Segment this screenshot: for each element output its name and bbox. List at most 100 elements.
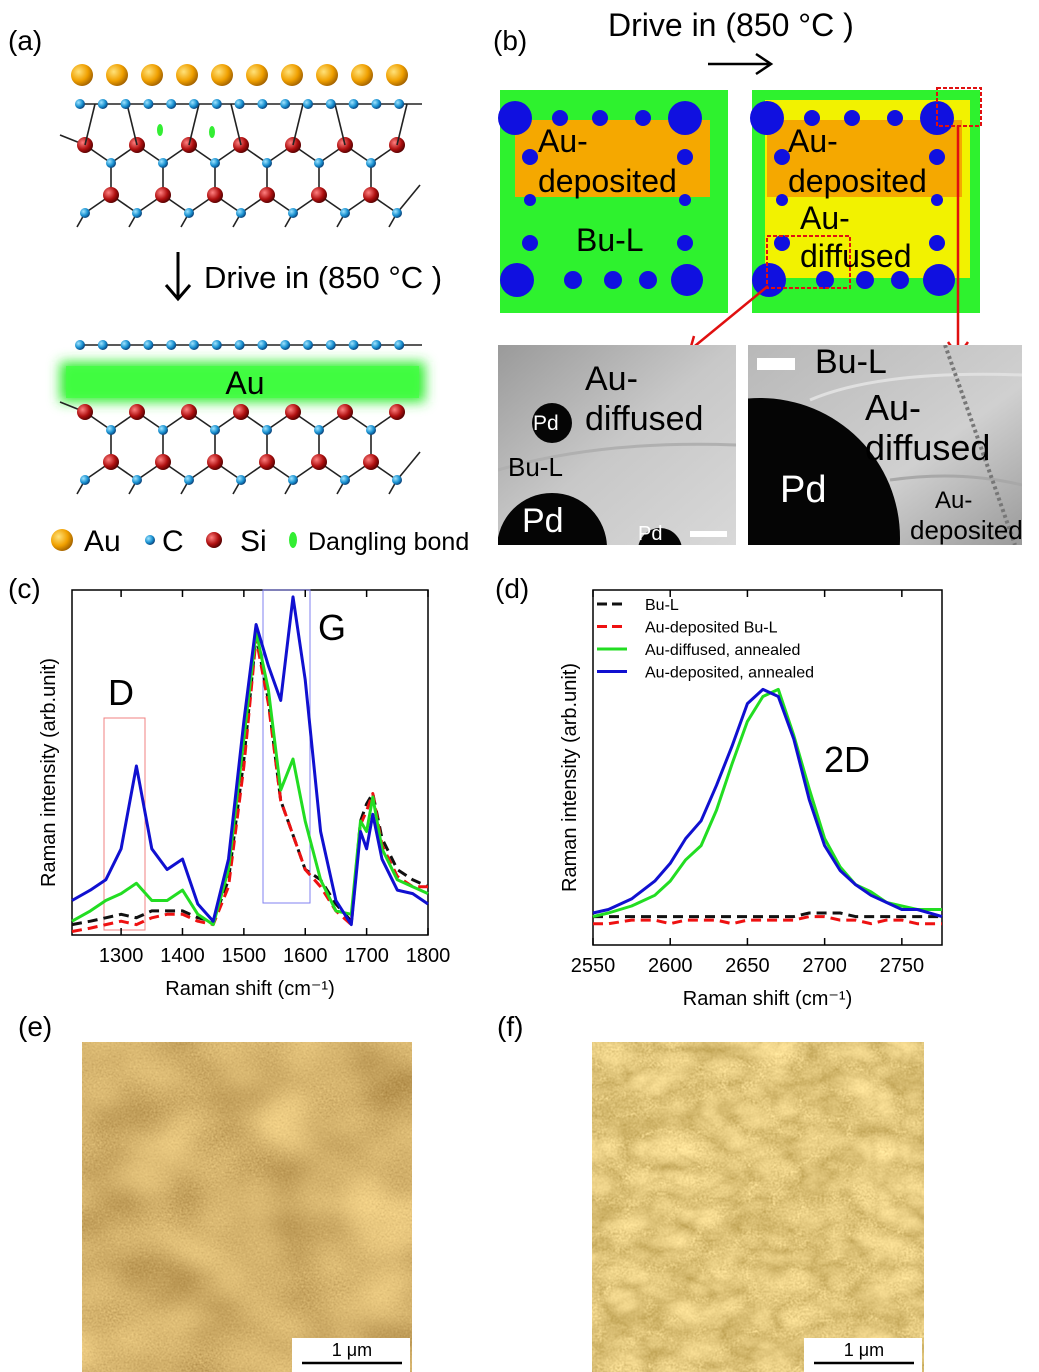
x-tick-label: 1400 — [160, 945, 205, 967]
pd-particle — [639, 271, 657, 289]
pd-particle — [522, 235, 538, 251]
x-tick-label: 1600 — [283, 945, 328, 967]
si-atom — [129, 404, 145, 420]
c-atom — [288, 208, 298, 218]
annotation: G — [318, 607, 346, 648]
c-atom — [262, 425, 272, 435]
si-atom — [389, 404, 405, 420]
au-atom — [281, 64, 303, 86]
si-atom — [363, 187, 379, 203]
label: Au — [225, 365, 264, 401]
si-atom — [207, 187, 223, 203]
c-atom — [132, 208, 142, 218]
c-atom — [184, 208, 194, 218]
label: C — [162, 525, 184, 558]
c-atom — [158, 158, 168, 168]
c-atom — [392, 475, 402, 485]
label: diffused — [800, 238, 912, 274]
c-atom — [349, 340, 359, 350]
c-atom — [235, 340, 245, 350]
pd-particle — [500, 263, 534, 297]
pd-particle — [752, 263, 786, 297]
scale-bar — [757, 358, 795, 370]
si-atom — [259, 454, 275, 470]
label: Au- — [538, 123, 588, 159]
c-atom — [314, 158, 324, 168]
series-line — [72, 597, 428, 925]
si-atom — [259, 187, 275, 203]
label: Bu-L — [815, 343, 887, 381]
c-atom — [166, 340, 176, 350]
c-atom — [257, 340, 267, 350]
au-atom — [351, 64, 373, 86]
x-tick-label: 2650 — [725, 955, 770, 977]
label: Pd — [638, 523, 662, 545]
c-atom — [143, 99, 153, 109]
panel-a-schematic — [51, 64, 425, 551]
afm-image: 1 μm — [82, 1042, 412, 1372]
c-atom — [314, 425, 324, 435]
c-atom — [340, 208, 350, 218]
c-atom — [303, 99, 313, 109]
pd-particle — [929, 149, 945, 165]
c-atom — [326, 99, 336, 109]
au-atom — [211, 64, 233, 86]
c-atom — [212, 99, 222, 109]
c-atom — [166, 99, 176, 109]
afm-image: 1 μm — [592, 1042, 924, 1372]
series-line — [593, 913, 942, 917]
si-atom — [337, 404, 353, 420]
pd-particle — [604, 271, 622, 289]
si-atom — [155, 454, 171, 470]
annotation: 2D — [824, 739, 870, 780]
legend-label: Au-diffused, annealed — [645, 642, 800, 659]
label: Si — [240, 525, 267, 558]
c-atom — [106, 158, 116, 168]
plot-frame — [72, 590, 428, 935]
c-atom — [257, 99, 267, 109]
label: Pd — [780, 469, 826, 511]
pd-particle — [677, 235, 693, 251]
c-atom — [210, 425, 220, 435]
scale-bar — [690, 531, 727, 537]
c-atom — [80, 475, 90, 485]
pd-particle — [498, 101, 532, 135]
label: Pd — [533, 412, 559, 435]
c-atom — [189, 340, 199, 350]
c-atom — [121, 99, 131, 109]
page: (a)(b)(c)(d)(e)(f)Drive in (850 °C )AuAu… — [0, 0, 1039, 1372]
x-axis-label: Raman shift (cm⁻¹) — [683, 988, 852, 1010]
pd-particle — [524, 194, 536, 206]
label: deposited — [538, 163, 677, 199]
g-band-box — [263, 590, 310, 903]
c-atom — [212, 340, 222, 350]
arrow — [708, 54, 771, 74]
c-atom — [392, 208, 402, 218]
chart: 130014001500160017001800Raman shift (cm⁻… — [38, 590, 450, 1000]
label: (b) — [493, 25, 527, 56]
c-atom — [366, 425, 376, 435]
label: (f) — [497, 1011, 523, 1042]
si-atom — [103, 454, 119, 470]
x-tick-label: 2600 — [648, 955, 693, 977]
c-atom — [288, 475, 298, 485]
si-atom — [285, 404, 301, 420]
bond — [397, 452, 420, 480]
y-axis-label: Raman intensity (arb.unit) — [559, 663, 581, 892]
label: Drive in (850 °C ) — [608, 7, 854, 43]
label: Au- — [935, 487, 972, 514]
c-atom — [145, 535, 155, 545]
au-atom — [176, 64, 198, 86]
si-atom — [233, 404, 249, 420]
si-atom — [206, 532, 222, 548]
c-atom — [326, 340, 336, 350]
au-atom — [106, 64, 128, 86]
x-tick-label: 1800 — [406, 945, 451, 967]
label: (d) — [495, 573, 529, 604]
label: diffused — [865, 427, 990, 468]
legend-label: Bu-L — [645, 597, 679, 614]
si-atom — [181, 404, 197, 420]
label: Bu-L — [508, 452, 563, 482]
chart: 25502600265027002750Raman shift (cm⁻¹)Ra… — [559, 590, 942, 1010]
label: (e) — [18, 1011, 52, 1042]
